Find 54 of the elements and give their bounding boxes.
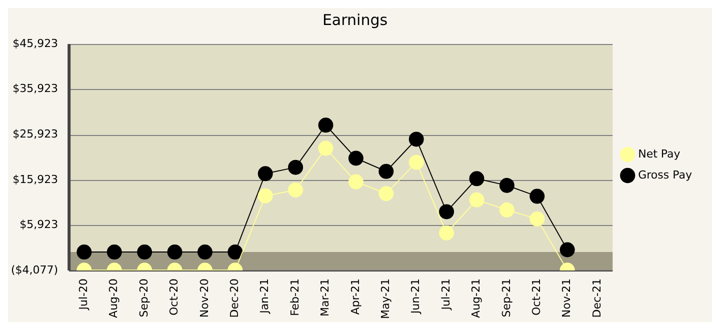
x-tick-label: Dec-20 <box>228 278 242 318</box>
y-tick-label: ($4,077) <box>10 263 58 276</box>
point <box>318 140 334 156</box>
y-tick-label: $15,923 <box>12 172 58 186</box>
x-tick-label: Jun-21 <box>409 278 422 315</box>
x-tick-label: Oct-21 <box>530 278 543 316</box>
x-tick-label: Nov-21 <box>560 278 574 318</box>
point <box>530 188 545 204</box>
x-tick-label: Jan-21 <box>258 278 272 314</box>
point <box>288 160 304 175</box>
point <box>378 164 394 179</box>
y-tick-label: $5,923 <box>20 218 58 232</box>
x-tick-label: Sep-21 <box>500 278 513 318</box>
x-tick-label: Dec-21 <box>590 278 604 318</box>
point <box>378 186 394 202</box>
point <box>469 171 484 186</box>
legend-label: Net Pay <box>638 147 681 160</box>
point <box>228 244 243 260</box>
point <box>258 188 273 204</box>
chart-title: Earnings <box>322 10 388 29</box>
y-tick-label: $35,923 <box>12 82 58 96</box>
point <box>197 244 212 260</box>
y-tick-label: $45,923 <box>12 36 58 50</box>
x-tick-label: Oct-20 <box>168 278 181 316</box>
point <box>560 242 575 258</box>
point <box>288 182 304 198</box>
x-tick-label: Feb-21 <box>288 278 302 316</box>
x-tick-label: Aug-20 <box>107 278 120 318</box>
legend-label: Gross Pay <box>638 168 692 182</box>
y-tick-label: $25,923 <box>12 127 58 140</box>
point <box>258 166 273 182</box>
point <box>348 150 364 166</box>
x-tick-label: Apr-21 <box>348 278 362 315</box>
x-tick-label: May-21 <box>379 278 392 319</box>
point <box>348 174 364 190</box>
point <box>439 204 454 220</box>
point <box>76 244 92 260</box>
x-tick-label: Nov-20 <box>198 278 211 318</box>
point <box>408 132 424 147</box>
point <box>167 244 182 260</box>
point <box>499 202 514 218</box>
x-tick-label: Jul-20 <box>77 278 90 311</box>
point <box>137 244 152 260</box>
point <box>499 178 514 193</box>
point <box>318 118 334 133</box>
point <box>106 244 122 260</box>
x-tick-label: Aug-21 <box>470 278 483 318</box>
x-tick-label: Jul-21 <box>439 278 452 311</box>
point <box>408 154 424 170</box>
x-tick-label: Sep-20 <box>137 278 150 318</box>
x-tick-label: Mar-21 <box>318 278 332 317</box>
point <box>439 225 454 240</box>
point <box>469 192 484 208</box>
point <box>530 211 545 226</box>
